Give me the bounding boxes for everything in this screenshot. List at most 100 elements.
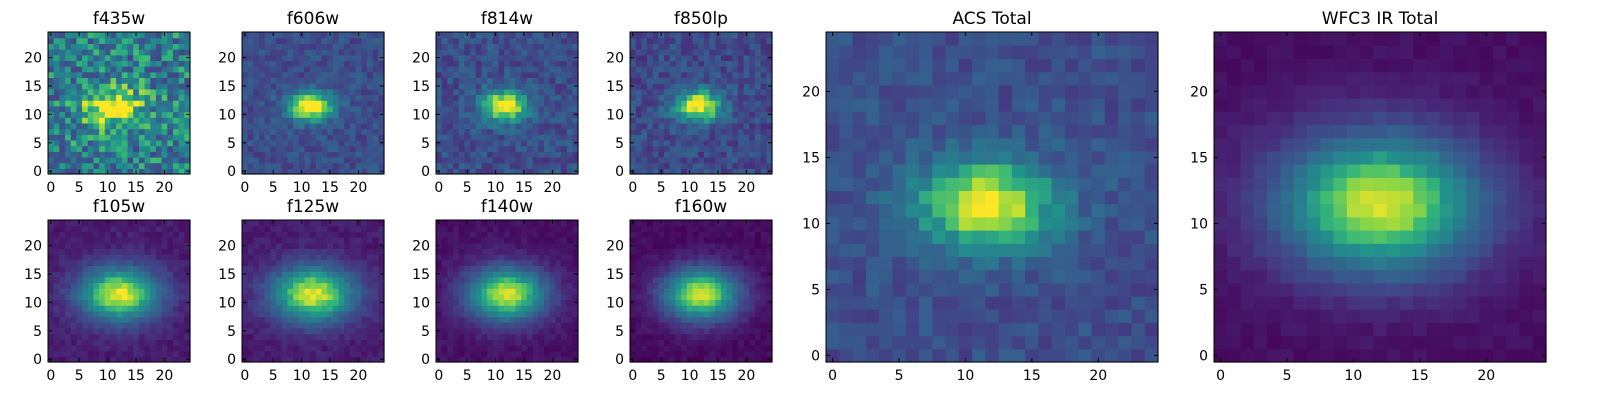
heatmap-cell (498, 77, 505, 84)
heatmap-cell (760, 43, 767, 50)
heatmap-cell (293, 344, 300, 352)
heatmap-cell (150, 168, 157, 175)
heatmap-cell (743, 122, 750, 130)
heatmap-cell (669, 49, 677, 56)
heatmap-cell (155, 350, 163, 357)
heatmap-cell (281, 66, 289, 73)
heatmap-cell (635, 156, 642, 164)
heatmap-cell (720, 299, 728, 306)
heatmap-cell (104, 117, 112, 124)
heatmap-cell (760, 37, 767, 44)
heatmap-cell (441, 293, 448, 301)
heatmap-cell (178, 225, 185, 232)
heatmap-cell (310, 220, 317, 227)
heatmap-cell (144, 327, 151, 335)
heatmap-cell (287, 299, 294, 306)
panel-title: f105w (93, 197, 145, 217)
heatmap-cell (281, 265, 289, 272)
heatmap-cell (378, 151, 385, 158)
heatmap-cell (104, 333, 112, 340)
heatmap-cell (310, 254, 317, 261)
heatmap-cell (99, 32, 106, 39)
heatmap-cell (259, 322, 266, 329)
heatmap-cell (133, 156, 140, 164)
heatmap-cell (304, 293, 311, 301)
heatmap-cell (481, 151, 488, 158)
heatmap-cell (641, 299, 648, 306)
heatmap-cell (304, 242, 311, 249)
heatmap-cell (543, 32, 551, 39)
heatmap-cell (664, 139, 671, 147)
heatmap-cell (447, 305, 454, 312)
heatmap-cell (304, 49, 311, 56)
heatmap-cell (247, 344, 254, 352)
heatmap-cell (504, 71, 511, 79)
heatmap-cell (686, 94, 694, 101)
heatmap-cell (664, 156, 671, 164)
heatmap-cell (447, 231, 454, 238)
heatmap-cell (447, 282, 454, 289)
heatmap-cell (515, 83, 522, 90)
heatmap-cell (155, 282, 163, 289)
heatmap-cell (87, 276, 95, 284)
heatmap-cell (372, 299, 379, 306)
heatmap-cell (675, 94, 682, 101)
y-tick-label: 20 (24, 239, 42, 255)
heatmap-cell (487, 242, 494, 249)
heatmap-cell (555, 122, 562, 130)
heatmap-cell (310, 299, 317, 306)
heatmap-cell (110, 94, 117, 101)
heatmap-cell (178, 220, 185, 227)
heatmap-cell (681, 94, 688, 101)
heatmap-cell (293, 43, 300, 50)
heatmap-cell (458, 254, 465, 261)
heatmap-cell (526, 156, 534, 164)
heatmap-cell (521, 282, 528, 289)
heatmap-cell (259, 305, 266, 312)
heatmap-cell (549, 88, 556, 96)
heatmap-cell (87, 94, 95, 101)
heatmap-cell (453, 356, 460, 363)
heatmap-cell (304, 271, 311, 278)
heatmap-cell (93, 117, 100, 124)
heatmap-cell (344, 117, 351, 124)
heatmap-cell (127, 293, 134, 301)
heatmap-cell (304, 327, 311, 335)
heatmap-cell (247, 282, 254, 289)
heatmap-cell (470, 299, 477, 306)
heatmap-cell (87, 145, 95, 152)
heatmap-cell (675, 60, 682, 67)
heatmap-cell (760, 151, 767, 158)
heatmap-cell (560, 60, 568, 67)
heatmap-cell (555, 32, 562, 39)
heatmap-cell (543, 54, 551, 61)
heatmap-cell (703, 282, 711, 289)
y-tick-label: 0 (615, 164, 624, 180)
heatmap-cell (293, 305, 300, 312)
heatmap-cell (59, 151, 66, 158)
heatmap-cell (635, 117, 642, 124)
heatmap-cell (481, 265, 488, 272)
heatmap-cell (167, 254, 174, 261)
heatmap-cell (470, 293, 477, 301)
heatmap-cell (310, 134, 317, 141)
heatmap-cell (532, 259, 539, 267)
heatmap-cell (703, 151, 711, 158)
heatmap-cell (327, 88, 334, 96)
heatmap-cell (321, 105, 328, 113)
heatmap-cell (321, 162, 328, 169)
heatmap-cell (121, 105, 129, 113)
heatmap-cell (675, 105, 682, 113)
heatmap-cell (155, 117, 163, 124)
heatmap-cell (184, 333, 191, 340)
heatmap-cell (675, 88, 682, 96)
heatmap-cell (366, 333, 374, 340)
heatmap-cell (487, 282, 494, 289)
heatmap-cell (475, 310, 483, 318)
heatmap-cell (110, 350, 117, 357)
heatmap-cell (526, 237, 534, 244)
heatmap-cell (726, 122, 733, 130)
heatmap-cell (566, 282, 573, 289)
heatmap-cell (65, 322, 72, 329)
heatmap-cell (475, 83, 483, 90)
